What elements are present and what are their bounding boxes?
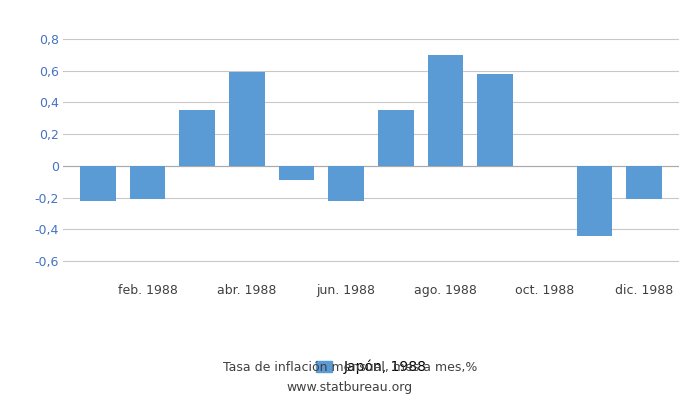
Text: www.statbureau.org: www.statbureau.org xyxy=(287,382,413,394)
Bar xyxy=(378,110,414,166)
Bar xyxy=(626,166,662,199)
Legend: Japón, 1988: Japón, 1988 xyxy=(316,360,426,374)
Bar xyxy=(229,72,265,166)
Bar xyxy=(279,166,314,180)
Bar xyxy=(577,166,612,236)
Bar xyxy=(130,166,165,199)
Bar xyxy=(80,166,116,201)
Text: Tasa de inflación mensual, mes a mes,%: Tasa de inflación mensual, mes a mes,% xyxy=(223,362,477,374)
Bar xyxy=(428,55,463,166)
Bar xyxy=(328,166,364,201)
Bar xyxy=(179,110,215,166)
Bar xyxy=(477,74,513,166)
